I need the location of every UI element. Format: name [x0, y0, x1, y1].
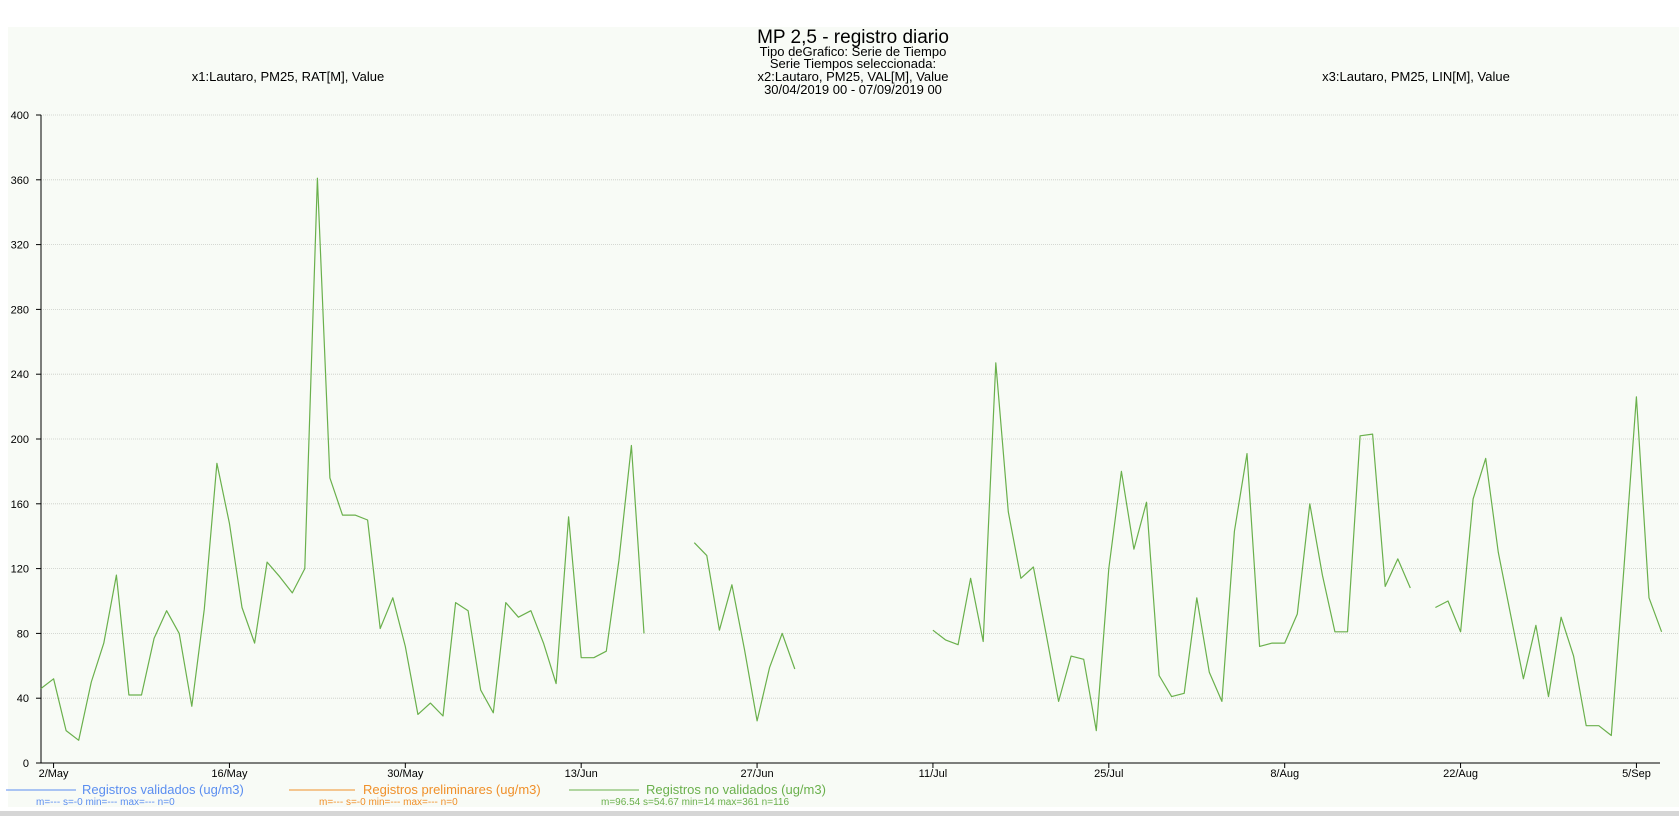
y-tick-label-320: 320: [11, 240, 29, 252]
chart-background: [8, 27, 1679, 807]
x-tick-label-9: 5/Sep: [1622, 768, 1651, 780]
y-tick-label-160: 160: [11, 499, 29, 511]
legend-label-validados: Registros validados (ug/m3): [82, 782, 244, 797]
chart-header: MP 2,5 - registro diario Tipo deGrafico:…: [192, 27, 1510, 97]
chart-subtitle-selection: Serie Tiempos seleccionada:: [770, 56, 936, 71]
series-2-line-segment-2: [932, 362, 1411, 732]
legend-item-preliminares: Registros preliminares (ug/m3) m=--- s=-…: [289, 782, 541, 808]
window-bottom-edge: [0, 811, 1679, 816]
y-tick-label-0: 0: [23, 758, 29, 770]
plot-area: 0 40 80 120 160 200 240 280 320 360 400 2/May 16/May…: [11, 110, 1679, 780]
chart-title: MP 2,5 - registro diario: [757, 27, 949, 48]
x-tick-label-6: 25/Jul: [1094, 768, 1123, 780]
x-tick-label-4: 27/Jun: [741, 768, 774, 780]
series-2-line-segment-1: [693, 542, 796, 722]
legend-label-no-validados: Registros no validados (ug/m3): [646, 782, 826, 797]
y-tick-label-240: 240: [11, 369, 29, 381]
x-tick-label-3: 13/Jun: [565, 768, 598, 780]
legend-stats-no-validados: m=96.54 s=54.67 min=14 max=361 n=116: [601, 797, 789, 808]
y-tick-label-40: 40: [17, 693, 29, 705]
x-tick-label-7: 8/Aug: [1270, 768, 1299, 780]
series-label-x1: x1:Lautaro, PM25, RAT[M], Value: [192, 69, 384, 84]
x-tick-label-0: 2/May: [39, 768, 69, 780]
chart-subtitle-date-range: 30/04/2019 00 - 07/09/2019 00: [764, 82, 942, 97]
chart-subtitle-series-x2: x2:Lautaro, PM25, VAL[M], Value: [757, 69, 948, 84]
legend-stats-validados: m=--- s=-0 min=--- max=--- n=0: [36, 797, 175, 808]
y-tick-label-400: 400: [11, 110, 29, 122]
series-2-line-segment-3: [1435, 396, 1663, 737]
y-tick-label-280: 280: [11, 304, 29, 316]
x-tick-label-5: 11/Jul: [919, 768, 948, 780]
x-tick-label-1: 16/May: [211, 768, 248, 780]
legend: Registros validados (ug/m3) m=--- s=-0 m…: [6, 782, 826, 808]
series-label-x3: x3:Lautaro, PM25, LIN[M], Value: [1322, 69, 1510, 84]
y-tick-label-80: 80: [17, 628, 29, 640]
y-tick-label-200: 200: [11, 434, 29, 446]
legend-item-no-validados: Registros no validados (ug/m3) m=96.54 s…: [569, 782, 826, 808]
legend-item-validados: Registros validados (ug/m3) m=--- s=-0 m…: [6, 782, 244, 808]
chart-subtitle-type: Tipo deGrafico: Serie de Tiempo: [760, 44, 947, 59]
legend-stats-preliminares: m=--- s=-0 min=--- max=--- n=0: [319, 797, 458, 808]
y-tick-label-360: 360: [11, 175, 29, 187]
x-tick-label-8: 22/Aug: [1443, 768, 1478, 780]
x-tick-label-2: 30/May: [387, 768, 424, 780]
legend-label-preliminares: Registros preliminares (ug/m3): [363, 782, 541, 797]
series-2-line-segment-0: [40, 177, 645, 741]
y-tick-label-120: 120: [11, 564, 29, 576]
